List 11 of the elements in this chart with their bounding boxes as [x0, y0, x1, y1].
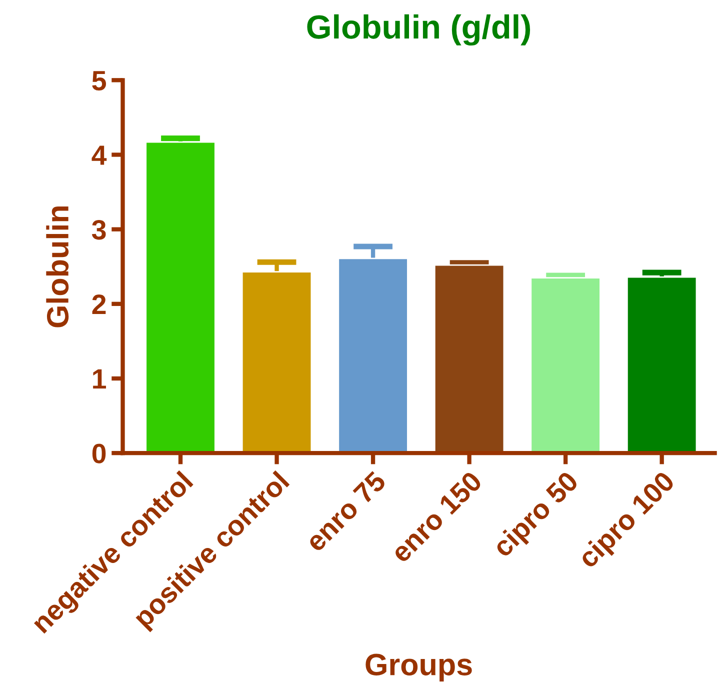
y-tick-label: 3 — [92, 220, 106, 240]
y-axis-title: Globulin — [46, 206, 69, 328]
y-tick-label: 0 — [92, 444, 106, 464]
chart-title: Globulin (g/dl) — [307, 14, 530, 46]
y-tick-label: 1 — [93, 369, 106, 389]
y-tick-label: 5 — [92, 71, 106, 90]
y-tick-label: 2 — [92, 294, 106, 314]
x-tick-label: enro 150 — [390, 470, 483, 564]
y-tick-label: 4 — [92, 146, 107, 165]
x-axis-title: Groups — [366, 654, 472, 682]
x-tick-label: enro 75 — [304, 470, 387, 553]
